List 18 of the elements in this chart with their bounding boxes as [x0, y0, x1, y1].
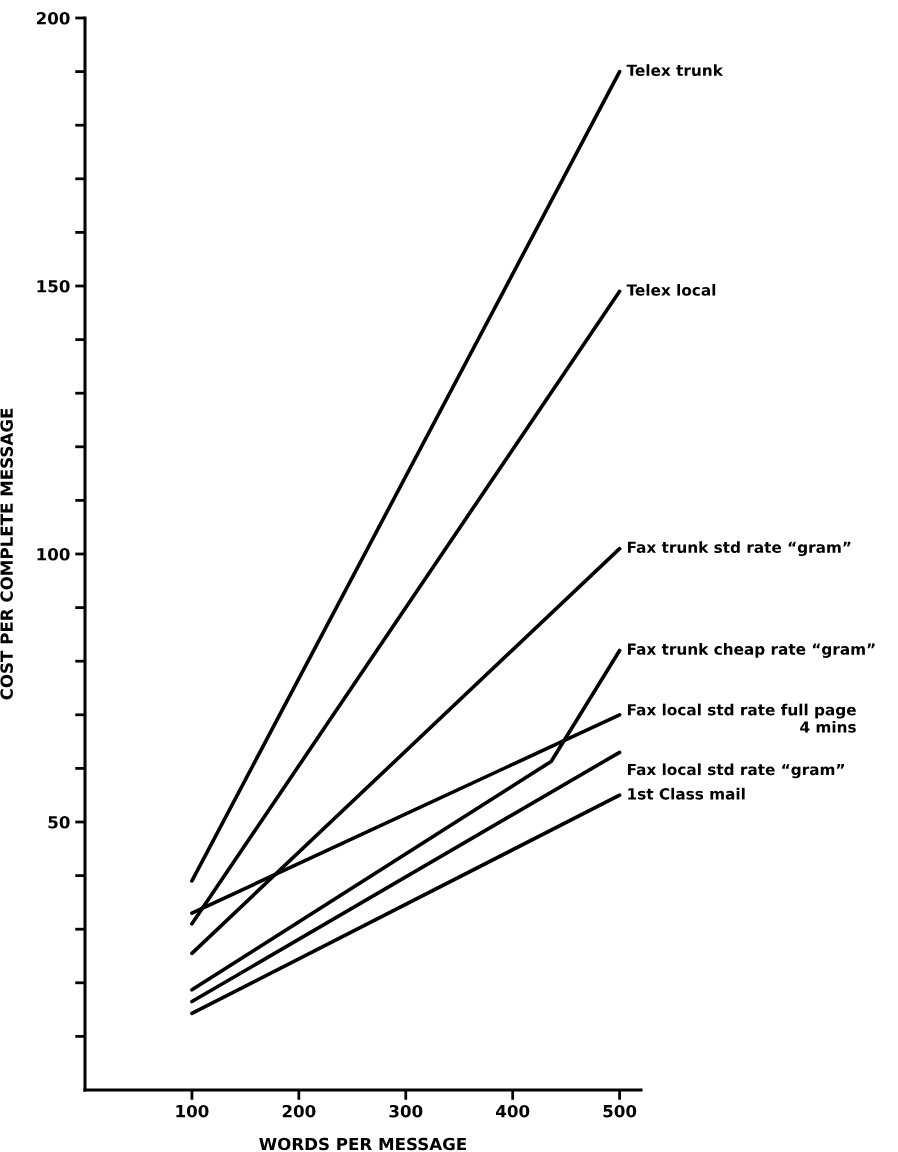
y-tick-label: 200 — [36, 11, 70, 25]
series-label: Telex trunk — [626, 64, 724, 77]
x-tick-label: 400 — [496, 1104, 530, 1118]
series-label: Fax local std rate “gram” — [627, 763, 844, 779]
series-label: Fax trunk cheap rate “gram” — [627, 643, 875, 658]
y-tick-label: 50 — [48, 815, 70, 829]
series-label: Fax local std rate full page 4 mins — [627, 703, 856, 733]
y-axis-title: COST PER COMPLETE MESSAGE — [0, 408, 13, 700]
series-label: 1st Class mail — [628, 787, 745, 800]
x-tick-label: 500 — [603, 1104, 637, 1118]
x-tick-label: 200 — [282, 1104, 316, 1118]
x-tick-label: 300 — [389, 1104, 423, 1118]
series-label: Telex local — [626, 283, 716, 296]
x-axis-title: WORDS PER MESSAGE — [259, 1137, 467, 1151]
series-label: Fax trunk std rate “gram” — [627, 541, 851, 557]
x-tick-label: 100 — [176, 1104, 209, 1118]
y-tick-label: 100 — [37, 547, 70, 561]
y-tick-label: 150 — [37, 279, 70, 293]
